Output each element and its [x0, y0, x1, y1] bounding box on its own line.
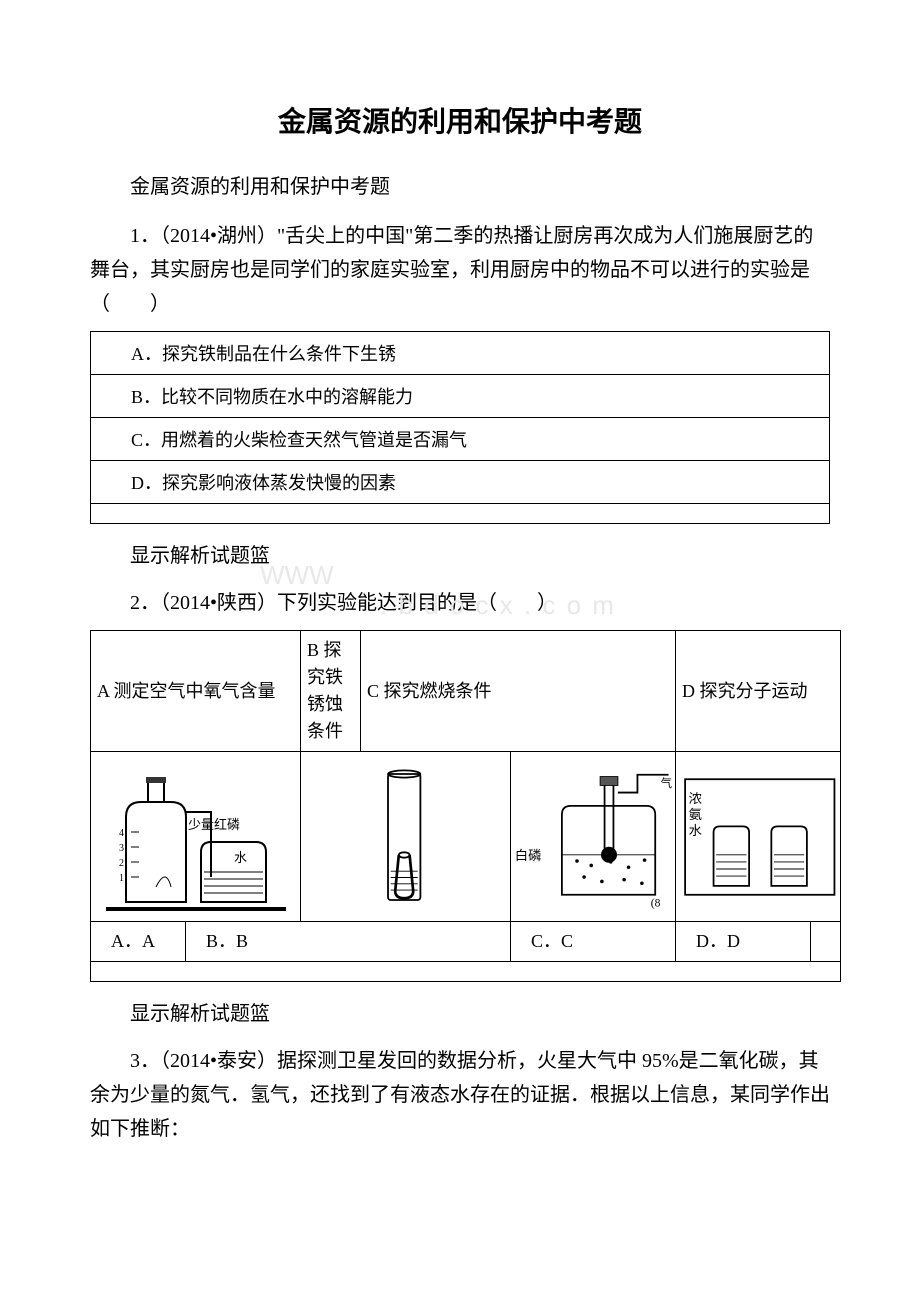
- q2-empty-row: [91, 962, 841, 982]
- svg-text:白磷: 白磷: [515, 848, 542, 863]
- q2-diagram-b: [301, 752, 511, 922]
- page-title: 金属资源的利用和保护中考题: [90, 100, 830, 140]
- svg-text:4: 4: [119, 828, 124, 839]
- q2-answer-d: D．D: [676, 922, 811, 962]
- q1-option-a: A．探究铁制品在什么条件下生锈: [91, 332, 830, 375]
- q2-header-c: C 探究燃烧条件: [361, 631, 676, 752]
- svg-text:1: 1: [119, 873, 124, 884]
- q1-empty-row: [91, 504, 830, 524]
- svg-text:浓: 浓: [689, 791, 702, 806]
- question-1-stem: 1．（2014•湖州）"舌尖上的中国"第二季的热播让厨房再次成为人们施展厨艺的舞…: [90, 219, 830, 321]
- q1-option-d: D．探究影响液体蒸发快慢的因素: [91, 461, 830, 504]
- q2-header-d: D 探究分子运动: [676, 631, 841, 752]
- q2-header-b: B 探究铁锈蚀条件: [301, 631, 361, 752]
- q1-option-c: C．用燃着的火柴检查天然气管道是否漏气: [91, 418, 830, 461]
- question-3-stem: 3．（2014•泰安）据探测卫星发回的数据分析，火星大气中 95%是二氧化碳，其…: [90, 1044, 830, 1146]
- action-links-2[interactable]: 显示解析试题篮: [90, 997, 830, 1026]
- question-2-table: A 测定空气中氧气含量 B 探究铁锈蚀条件 C 探究燃烧条件 D 探究分子运动 …: [90, 630, 841, 982]
- svg-text:水: 水: [234, 850, 247, 865]
- q2-diagram-c: 气 白磷 (8: [511, 752, 676, 922]
- svg-text:(8: (8: [651, 897, 661, 909]
- q2-answer-b: B．B: [186, 922, 511, 962]
- apparatus-d-icon: 浓 氨 水: [678, 757, 838, 917]
- svg-text:少量红磷: 少量红磷: [188, 817, 240, 832]
- svg-text:水: 水: [689, 823, 702, 838]
- apparatus-c-icon: 气 白磷 (8: [513, 757, 673, 917]
- page-subtitle: 金属资源的利用和保护中考题: [90, 170, 830, 199]
- apparatus-b-icon: [361, 757, 451, 917]
- q2-answer-blank: [811, 922, 841, 962]
- svg-text:3: 3: [119, 843, 124, 854]
- q1-option-b: B．比较不同物质在水中的溶解能力: [91, 375, 830, 418]
- q2-diagram-d: 浓 氨 水: [676, 752, 841, 922]
- q2-answer-a: A．A: [91, 922, 186, 962]
- q2-header-a: A 测定空气中氧气含量: [91, 631, 301, 752]
- question-2-stem: 2．（2014•陕西）下列实验能达到目的是（ ）: [90, 586, 830, 620]
- q2-diagram-a: 4 3 2 1 少量红磷 水: [91, 752, 301, 922]
- action-links-1[interactable]: 显示解析试题篮: [90, 539, 830, 568]
- svg-text:氨: 氨: [689, 807, 702, 822]
- question-1-options-table: A．探究铁制品在什么条件下生锈 B．比较不同物质在水中的溶解能力 C．用燃着的火…: [90, 331, 830, 524]
- svg-text:气: 气: [661, 776, 673, 790]
- apparatus-a-icon: 4 3 2 1 少量红磷 水: [96, 757, 296, 917]
- q2-answer-c: C．C: [511, 922, 676, 962]
- svg-text:2: 2: [119, 858, 124, 869]
